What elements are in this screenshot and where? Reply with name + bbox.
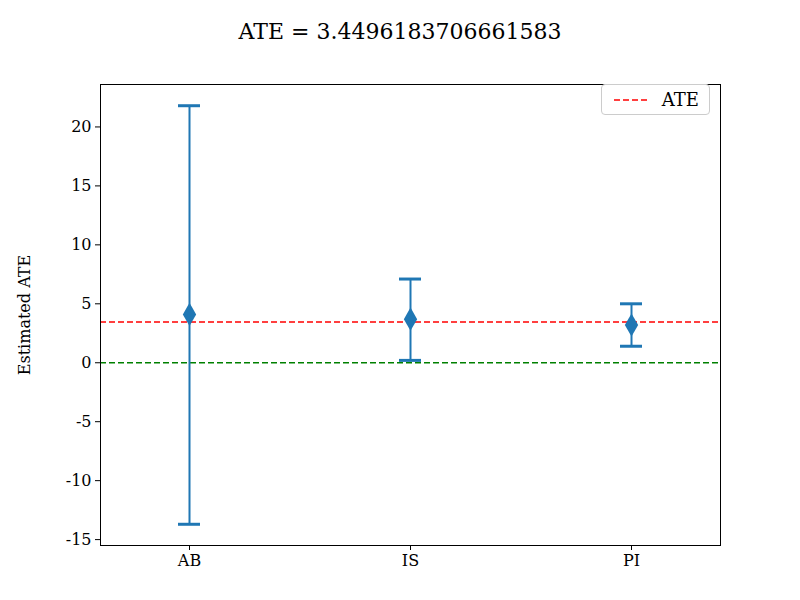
html-text:ATE = 3.4496183706661583: ATE = 3.4496183706661583 — [238, 19, 562, 44]
svg-text:-15: -15 — [66, 530, 92, 549]
svg-text:-5: -5 — [76, 412, 92, 431]
svg-text:AB: AB — [177, 551, 201, 570]
svg-text:0: 0 — [81, 353, 91, 372]
svg-text:PI: PI — [623, 551, 640, 570]
svg-text:-10: -10 — [66, 471, 92, 490]
svg-text:Estimated ATE: Estimated ATE — [15, 255, 34, 375]
svg-text:15: 15 — [71, 176, 91, 195]
svg-text:10: 10 — [71, 235, 91, 254]
svg-text:5: 5 — [81, 294, 91, 313]
html-text:ATE: ATE — [661, 89, 699, 110]
svg-text:IS: IS — [402, 551, 419, 570]
svg-text:20: 20 — [71, 117, 91, 136]
